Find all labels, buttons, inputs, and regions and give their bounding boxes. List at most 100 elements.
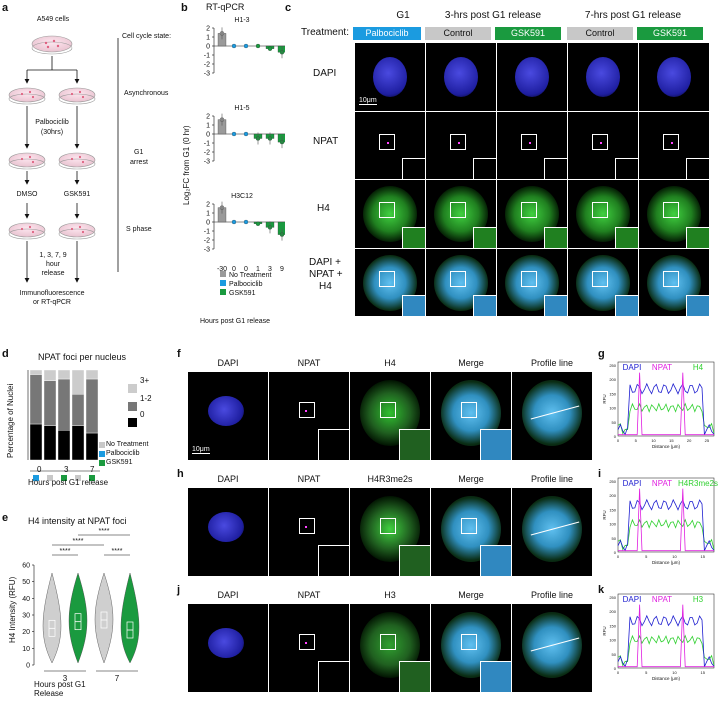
micrograph-r0-c1 [426,43,496,111]
legend-dapi: DAPI [623,363,642,372]
micrograph-r1-c0 [355,111,425,179]
x-tick-label: 0 [232,266,236,273]
plot-frame [617,477,715,553]
y-tick-label: 2 [206,114,210,121]
readout-label-1: Immunofluorescence [19,290,85,297]
micrograph-h-h4r [350,488,430,576]
rtqpcr-title: RT-qPCR [206,2,245,12]
header-h-h4r: H4R3me2s [367,474,413,484]
y-tick-label: 10 [22,646,30,653]
header-h-dapi: DAPI [217,474,239,484]
line-ch [617,518,715,551]
micrograph-r3-c3 [568,248,638,316]
release-label-1: 1, 3, 7, 9 [39,252,67,259]
header-j-dapi: DAPI [217,590,239,600]
stacked-bar [71,425,85,461]
foci-ylabel: Percentage of Nuclei [6,383,15,458]
release-label-3: release [41,270,65,277]
micrograph-r1-c4 [639,111,709,179]
y-tick-label: 150 [609,391,616,396]
stacked-bar [85,369,99,380]
x-tick-label: 25 [705,438,710,443]
y-tick-label: 1 [206,35,210,42]
point [267,46,273,51]
x-tick-label: 20 [687,438,692,443]
legend-swatch [99,460,105,466]
sig-label: **** [99,528,110,535]
dish-g1-right [58,152,96,170]
point [243,43,249,49]
line-dapi [617,382,715,436]
micrograph-r0-c4 [639,43,709,111]
legend-swatch [128,418,137,427]
arrest-label: arrest [130,159,148,166]
sig-label: **** [112,548,123,555]
header-j-h3: H3 [384,590,396,600]
micrograph-r3-c4 [639,248,709,316]
violin-ylabel: H4 Intensity (RFU) [8,576,17,643]
row-label-merge-1: DAPI + [309,257,341,268]
micrograph-f-dapi [188,372,268,460]
gsk-pill-7h: GSK591 [637,27,703,40]
panel-a-workflow: A549 cells Cell cycle state: Asynchronou… [0,0,180,340]
y-tick-label: 0 [206,44,210,51]
header-j-profile: Profile line [530,590,574,600]
row-label-merge-3: H4 [319,281,332,292]
violin [94,572,114,664]
sphase-label: S phase [126,226,152,233]
micrograph-r2-c1 [426,180,496,248]
stacked-bar [29,374,43,425]
panel-letter-e: e [2,512,9,524]
header-f-h4: H4 [384,358,396,368]
x-tick-label: 3 [63,674,68,683]
micrograph-h-npat [269,488,349,576]
y-tick-label: -1 [204,229,210,236]
y-tick-label: 50 [22,579,30,586]
panel-c: G1 3-hrs post G1 release 7-hrs post G1 r… [295,0,720,340]
y-tick-label: 0 [206,220,210,227]
y-tick-label: 0 [614,666,617,671]
x-tick-label: 7 [115,674,120,683]
y-tick-label: -1 [204,53,210,60]
stacked-bar [43,369,57,382]
treatment-label: Treatment: [301,27,349,38]
x-tick-label: 0 [617,554,620,559]
control-pill-7h: Control [567,27,633,40]
point [231,219,237,225]
stacked-bar [43,425,57,461]
stacked-bar [85,432,99,461]
foci-legend-0: 0 [140,410,145,419]
x-tick-label: 9 [280,266,284,273]
header-f-merge: Merge [458,358,484,368]
control-pill-3h: Control [425,27,491,40]
point [243,131,249,137]
micrograph-h-profile [512,488,592,576]
foci-tlegend-palbo: Palbociclib [106,450,140,457]
treatment-marker [33,475,39,481]
dish-async-right [58,87,96,105]
y-tick-label: -3 [204,71,210,78]
y-tick-label: -2 [204,62,210,69]
micrograph-j-npat [269,604,349,692]
legend-dapi: DAPI [623,479,642,488]
palbo-pill: Palbociclib [353,27,421,40]
stacked-bar [57,430,71,461]
x-tick-label: 10 [672,554,677,559]
y-tick-label: 250 [609,479,616,484]
y-tick-label: 200 [609,377,616,382]
micrograph-f-merge [431,372,511,460]
treatment-marker [75,475,81,481]
legend-ch: H4 [693,363,704,372]
treatment-marker [89,475,95,481]
x-axis-label: Distance (μm) [652,444,681,449]
y-tick-label: 0 [206,132,210,139]
x-tick-label: 15 [669,438,674,443]
rtqpcr-ylabel: Log₂FC from G1 (0 hr) [182,125,191,205]
x-tick-label: 5 [645,670,648,675]
panel-letter-i: i [598,468,602,480]
rtqpcr-xlabel: Hours post G1 release [200,318,271,325]
y-tick-label: 40 [22,596,30,603]
foci-xtick-0: 0 [37,465,42,474]
stacked-bar [71,369,85,395]
palbo-label: Palbociclib [35,119,69,126]
